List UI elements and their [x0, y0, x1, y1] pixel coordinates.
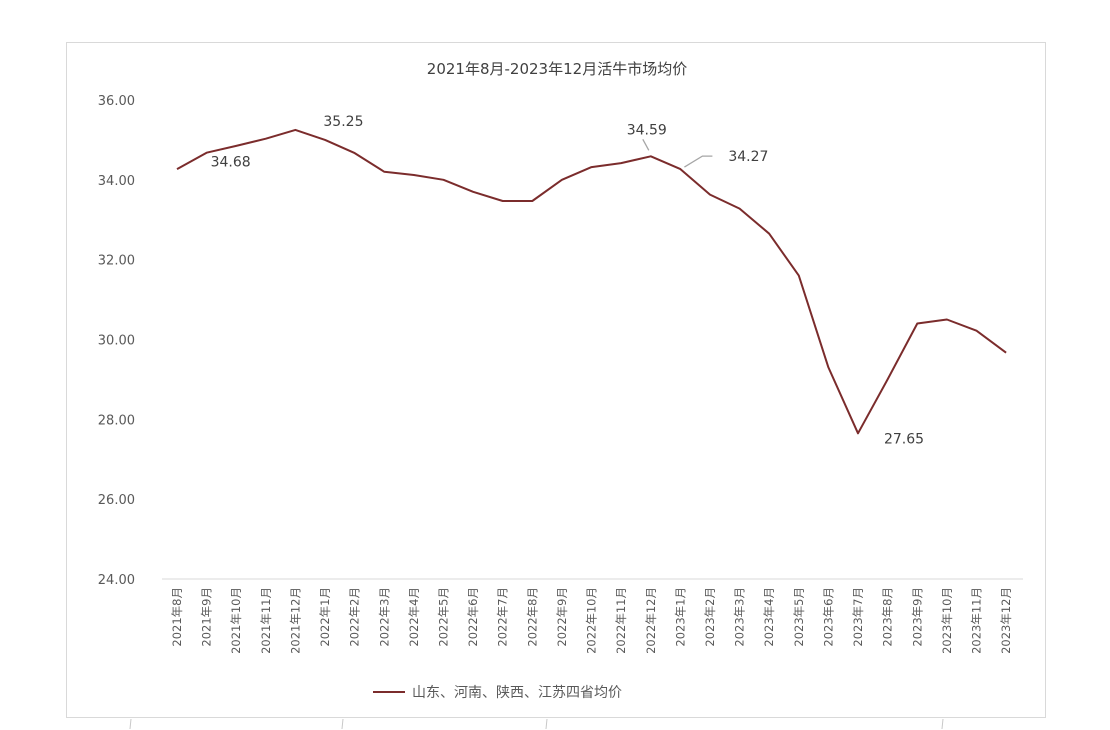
chart-title: 2021年8月-2023年12月活牛市场均价 [427, 60, 687, 78]
data-label-leader [684, 155, 713, 168]
y-tick-label: 32.00 [98, 254, 135, 269]
x-tick-label: 2023年9月 [910, 587, 924, 647]
x-tick-label: 2023年11月 [969, 587, 983, 654]
x-tick-label: 2022年5月 [436, 587, 450, 647]
legend-label: 山东、河南、陕西、江苏四省均价 [412, 685, 622, 701]
x-tick-label: 2022年2月 [348, 587, 362, 647]
x-tick-label: 2021年10月 [229, 587, 243, 654]
x-tick-label: 2021年8月 [170, 587, 184, 647]
x-tick-label: 2023年4月 [762, 587, 776, 647]
data-label: 35.25 [323, 114, 363, 130]
x-tick-label: 2023年3月 [733, 587, 747, 647]
x-tick-label: 2022年8月 [525, 587, 539, 647]
x-tick-label: 2022年10月 [585, 587, 599, 654]
x-tick-label: 2022年3月 [377, 587, 391, 647]
data-labels: 34.68 35.25 34.59 34.27 27.65 [211, 114, 925, 447]
y-tick-label: 28.00 [98, 413, 135, 428]
data-label: 34.68 [211, 155, 251, 171]
x-tick-label: 2022年11月 [614, 587, 628, 654]
x-tick-label: 2022年7月 [496, 587, 510, 647]
data-label-leader [642, 138, 650, 151]
x-tick-label: 2022年4月 [407, 587, 421, 647]
y-tick-label: 34.00 [98, 174, 135, 189]
x-tick-label: 2023年2月 [703, 587, 717, 647]
series-line [176, 128, 1007, 435]
y-axis-ticks: 24.00 26.00 28.00 30.00 32.00 34.00 36.00 [98, 94, 135, 588]
x-tick-label: 2023年10月 [940, 587, 954, 654]
x-tick-label: 2021年11月 [259, 587, 273, 654]
x-tick-label: 2022年9月 [555, 587, 569, 647]
x-tick-label: 2022年6月 [466, 587, 480, 647]
x-tick-label: 2023年12月 [999, 587, 1013, 654]
data-label: 27.65 [884, 431, 924, 447]
y-tick-label: 30.00 [98, 334, 135, 349]
x-tick-label: 2023年1月 [673, 587, 687, 647]
x-tick-label: 2021年9月 [200, 587, 214, 647]
y-tick-label: 24.00 [98, 573, 135, 588]
legend: 山东、河南、陕西、江苏四省均价 [373, 685, 622, 701]
x-axis-tick-labels: 2021年8月 2021年9月 2021年10月 2021年11月 2021年12月 20… [170, 587, 1013, 654]
chart-frame: 2021年8月-2023年12月活牛市场均价 24.00 26.00 28.00 30… [66, 42, 1046, 718]
x-tick-label: 2023年5月 [792, 587, 806, 647]
line-chart: 2021年8月-2023年12月活牛市场均价 24.00 26.00 28.00 30… [98, 60, 1023, 701]
series [176, 128, 1007, 435]
frame-bottom-ticks [129, 719, 944, 730]
y-tick-label: 36.00 [98, 94, 135, 109]
x-tick-label: 2022年1月 [318, 587, 332, 647]
data-label: 34.59 [627, 122, 667, 138]
y-tick-label: 26.00 [98, 493, 135, 508]
x-tick-label: 2021年12月 [288, 587, 302, 654]
x-tick-label: 2022年12月 [644, 587, 658, 654]
x-tick-label: 2023年6月 [821, 587, 835, 647]
data-label: 34.27 [728, 149, 768, 165]
x-tick-label: 2023年7月 [851, 587, 865, 647]
x-tick-label: 2023年8月 [881, 587, 895, 647]
